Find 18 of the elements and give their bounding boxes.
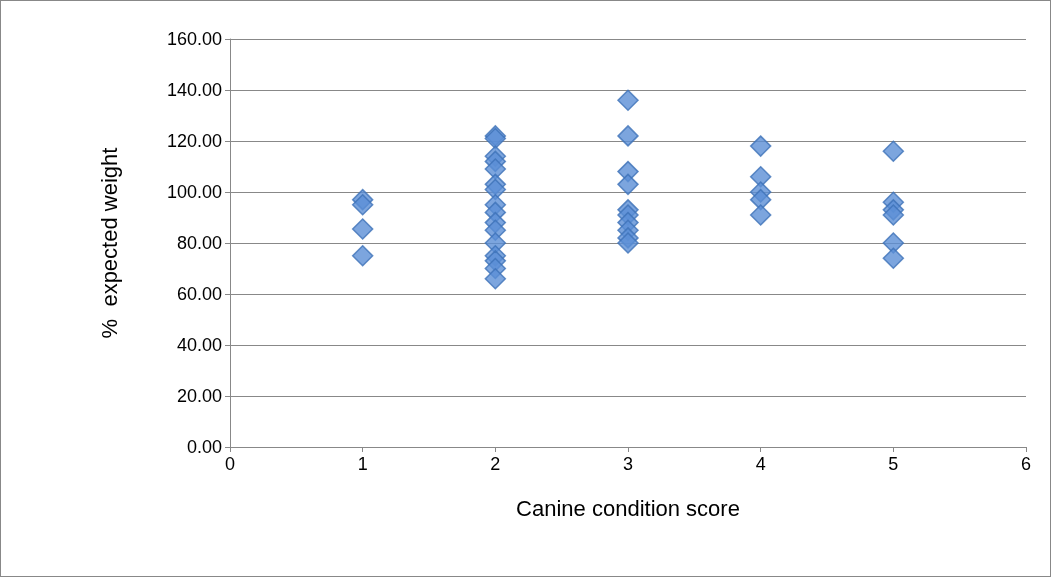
x-tick-label: 3: [622, 454, 634, 474]
x-tick-label: 5: [888, 454, 899, 474]
x-axis-title: Canine condition score: [516, 495, 740, 521]
x-tick-label: 0: [224, 454, 236, 474]
x-tick-label: 6: [1020, 454, 1032, 474]
y-tick-label: 20.00: [176, 386, 222, 406]
y-tick-label: 120.00: [166, 131, 222, 151]
y-tick-label: 80.00: [176, 233, 222, 253]
x-tick-label: 1: [357, 454, 368, 474]
y-tick-label: 140.00: [166, 80, 222, 100]
y-tick-label: 60.00: [176, 284, 222, 304]
x-tick-label: 4: [755, 454, 766, 474]
y-tick-label: 100.00: [166, 182, 222, 202]
y-tick-label: 0.00: [186, 437, 222, 457]
y-tick-label: 40.00: [176, 335, 222, 355]
y-tick-label: 160.00: [166, 29, 222, 49]
y-axis-title: % expected weight: [96, 147, 122, 339]
x-tick-label: 2: [490, 454, 501, 474]
